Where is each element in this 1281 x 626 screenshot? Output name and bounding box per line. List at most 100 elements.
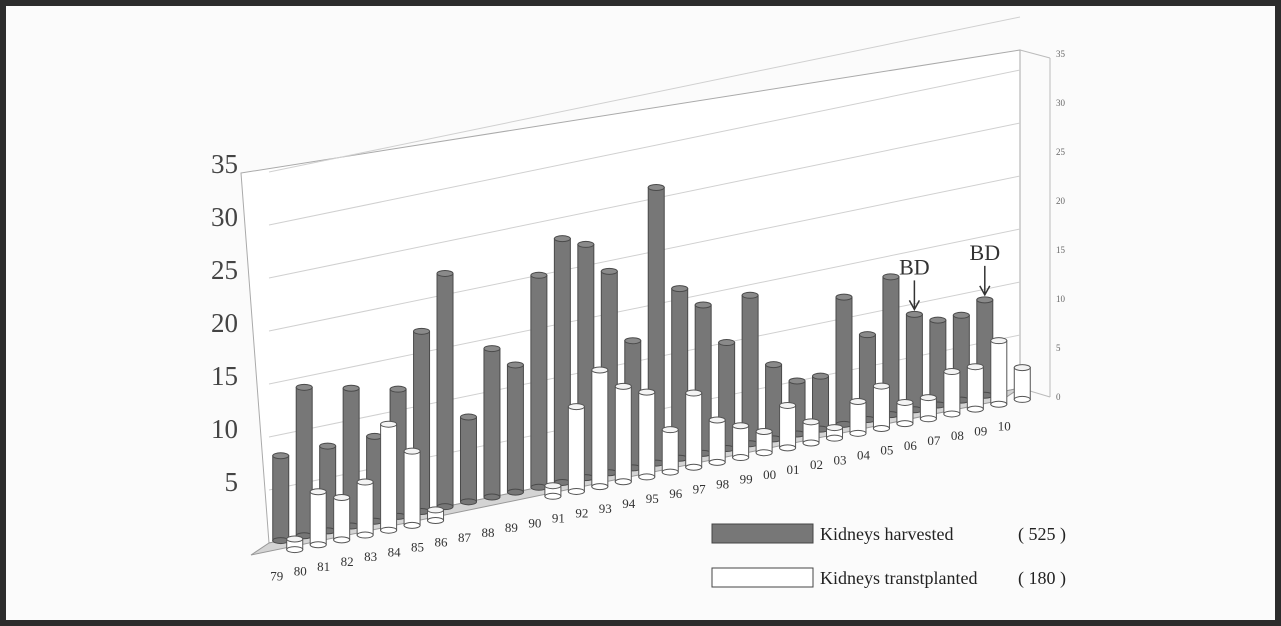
bar-harvested [882,273,900,419]
bar-transplanted [638,388,656,481]
annotation-arrow-head [979,285,991,297]
bar-transplanted [403,447,421,529]
bar-transplanted [732,422,750,462]
bar-body [849,401,867,434]
bar-body [661,429,679,473]
bar-cap [755,428,773,436]
x-tick-label: 98 [716,477,729,492]
bar-harvested [905,310,923,414]
bar-cap [459,413,477,421]
bar-cap [427,506,445,514]
bar-harvested [530,271,548,491]
x-tick-label: 96 [669,486,683,501]
bar-body [732,425,750,459]
bar-base [919,415,937,423]
bar-transplanted [567,403,585,495]
legend-total-harvested: ( 525 ) [1018,524,1066,545]
gridline [268,228,1021,385]
bar-transplanted [685,389,703,471]
bar-base [732,454,750,462]
bar-body [638,391,656,478]
bar-base [591,483,609,491]
bar-transplanted [309,488,327,549]
y-tick-label-left: 35 [211,149,238,179]
bar-body [614,385,632,483]
bar-cap [812,372,830,380]
bar-base [506,488,524,496]
legend-label-transplanted: Kidneys transtplanted [820,568,977,588]
x-tick-label: 93 [599,501,612,516]
x-tick-label: 88 [481,525,494,540]
bar-body [403,450,421,526]
y-tick-label-right: 10 [1056,294,1066,304]
y-tick-label-left: 15 [211,361,238,391]
bar-cap [849,398,867,406]
bar-body [741,294,759,445]
bar-cap [708,416,726,424]
annotation-label: BD [899,254,930,279]
bar-cap [732,422,750,430]
bar-transplanted [966,363,984,413]
bar-transplanted [849,398,867,437]
y-tick-label-left: 25 [211,255,238,285]
y-tick-label-right: 30 [1056,98,1066,108]
bar-base [896,420,914,428]
bar-cap [624,337,642,345]
bars-group [272,183,1031,554]
x-tick-label: 09 [974,423,987,438]
bar-harvested [835,293,853,428]
bar-base [356,531,374,539]
bar-base [333,536,351,544]
bar-base [567,487,585,495]
bar-cap [614,382,632,390]
y-axis-left: 5 10 15 20 25 30 35 [211,149,238,497]
x-tick-label: 90 [528,515,541,530]
bar-cap [858,331,876,339]
y-tick-label-right: 5 [1056,343,1061,353]
x-tick-label: 92 [575,506,588,521]
gridline [268,16,1021,173]
bar-base [802,439,820,447]
bar-cap [600,267,618,275]
bar-body [966,366,984,410]
bar-cap [319,442,337,450]
y-tick-label-right: 0 [1056,392,1061,402]
bar-cap [389,385,407,393]
legend-total-transplanted: ( 180 ) [1018,568,1066,589]
legend-label-harvested: Kidneys harvested [820,524,953,544]
bar-cap [309,488,327,496]
bar-body [872,385,890,429]
bar-base [380,526,398,534]
bar-cap [638,388,656,396]
bar-cap [952,311,970,319]
bar-body [779,404,797,449]
bar-base [427,517,445,525]
bar-base [483,493,501,501]
y-tick-label-right: 25 [1056,147,1066,157]
bar-cap [788,377,806,385]
bar-transplanted [356,478,374,539]
x-tick-label: 91 [552,510,565,525]
bar-cap [882,273,900,281]
bar-cap [567,403,585,411]
bar-base [849,429,867,437]
gridline [268,69,1021,226]
bar-base [614,478,632,486]
legend-swatch-transplanted [711,567,814,588]
annotations: BD BD [899,240,1000,311]
x-tick-label: 02 [810,457,823,472]
x-tick-label: 89 [505,520,518,535]
y-tick-label-left: 5 [225,467,239,497]
bar-base [1013,395,1031,403]
bar-cap [765,361,783,369]
bar-base [990,400,1008,408]
legend-swatch-harvested [711,523,814,544]
bar-base [544,492,562,500]
x-tick-label: 99 [740,472,753,487]
bar-body [380,423,398,531]
bar-harvested [272,452,290,545]
x-tick-label: 94 [622,496,636,511]
bar-body [685,392,703,468]
bar-harvested [459,413,477,506]
